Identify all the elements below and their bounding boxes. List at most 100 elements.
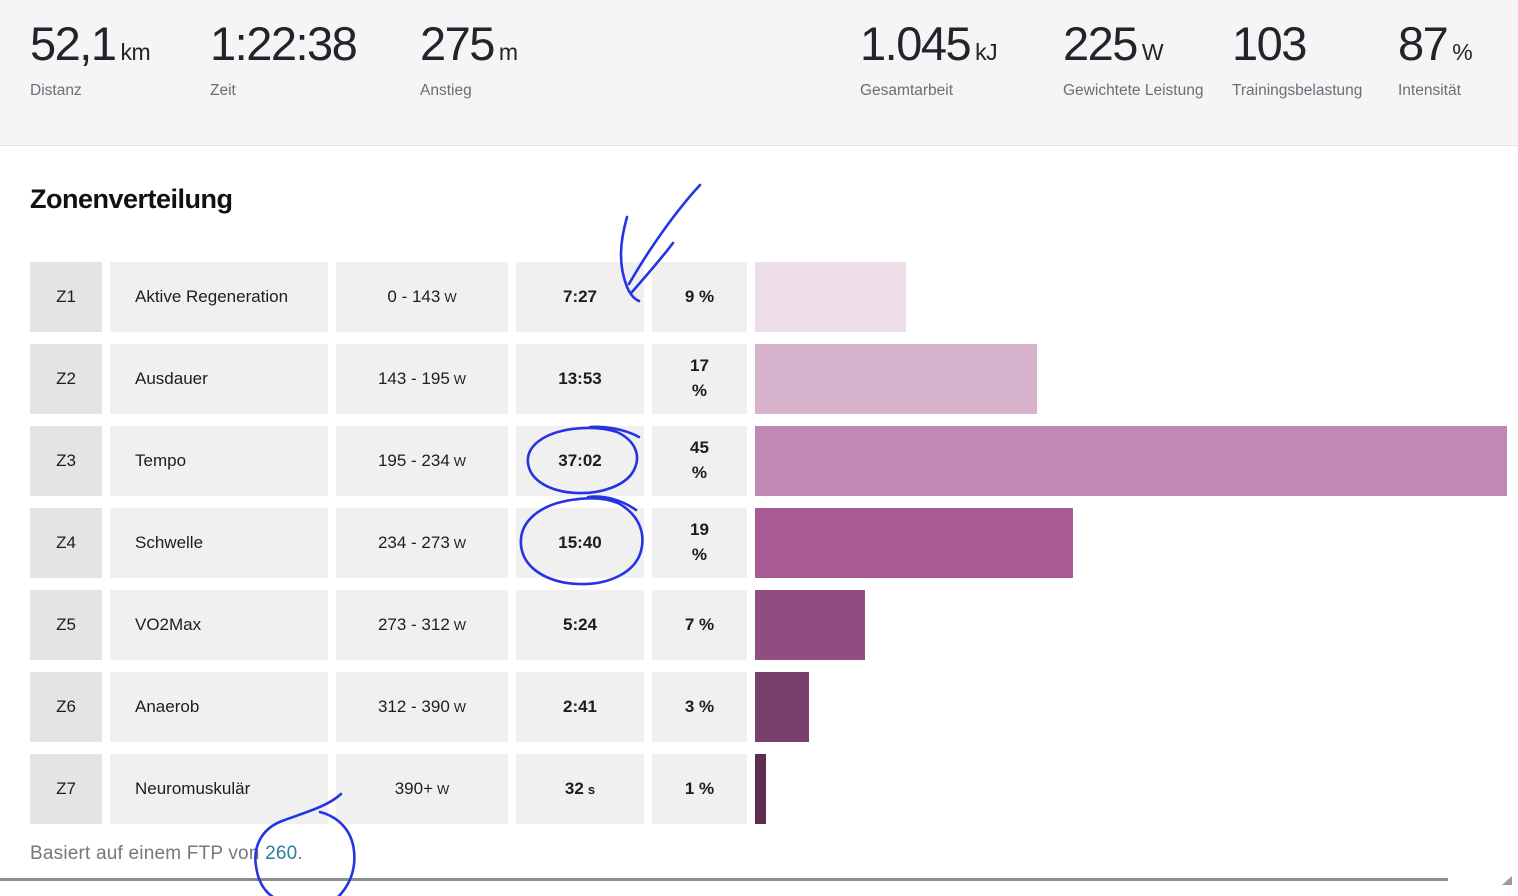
- zone-percent-value: 1 %: [684, 778, 715, 798]
- zone-range-value: 234 - 273: [377, 533, 450, 552]
- zone-time-cell: 15:40: [516, 508, 644, 578]
- ftp-note-text: Basiert auf einem FTP von: [30, 843, 266, 864]
- zone-name-cell: VO2Max: [110, 590, 328, 660]
- stat-elevation: 275 m Anstieg: [420, 20, 518, 102]
- zone-time-value: 5:24: [562, 615, 598, 634]
- zone-percent-cell: 3 %: [652, 672, 747, 742]
- zone-bar: [755, 262, 906, 332]
- zone-range-unit: W: [453, 535, 467, 551]
- zone-id-label: Z7: [56, 779, 76, 798]
- zone-time-cell: 2:41: [516, 672, 644, 742]
- zone-name-cell: Tempo: [110, 426, 328, 496]
- zone-time-cell: 7:27: [516, 262, 644, 332]
- zone-row: Z7 Neuromuskulär 390+ W 32 s 1 %: [0, 754, 1518, 824]
- zone-bar: [755, 672, 809, 742]
- zone-range-unit: W: [444, 289, 457, 305]
- zone-percent-cell: 17 %: [652, 344, 747, 414]
- zone-time-unit: s: [587, 781, 596, 797]
- zone-percent-cell: 9 %: [652, 262, 747, 332]
- zone-name-label: Tempo: [135, 451, 187, 471]
- elevation-value: 275: [420, 17, 495, 70]
- zone-bar: [755, 426, 1507, 496]
- zone-name-label: Ausdauer: [135, 369, 208, 389]
- zone-range-unit: W: [453, 371, 467, 387]
- zone-time-cell: 13:53: [516, 344, 644, 414]
- zone-name-cell: Schwelle: [110, 508, 328, 578]
- zone-range-cell: 273 - 312 W: [336, 590, 508, 660]
- zone-id-label: Z5: [56, 615, 76, 634]
- zone-range-value: 0 - 143: [387, 287, 441, 306]
- time-label: Zeit: [210, 82, 236, 99]
- zone-time-cell: 32 s: [516, 754, 644, 824]
- zone-time-value: 37:02: [558, 451, 602, 470]
- zone-row: Z3 Tempo 195 - 234 W 37:02 45 %: [0, 426, 1518, 496]
- elevation-unit: m: [498, 39, 518, 65]
- total-work-unit: kJ: [975, 39, 998, 65]
- zone-name-label: Aktive Regeneration: [135, 287, 289, 307]
- stat-intensity: 87 % Intensität: [1398, 17, 1473, 102]
- summary-stats-band: 52,1 km Distanz 1:22:38 Zeit 275 m Ansti…: [0, 0, 1518, 146]
- zone-percent-value: 19 %: [690, 520, 709, 564]
- training-load-label: Trainingsbelastung: [1232, 82, 1363, 99]
- zone-time-cell: 37:02: [516, 426, 644, 496]
- weighted-power-unit: W: [1141, 39, 1164, 65]
- zone-id-label: Z4: [56, 533, 76, 552]
- zone-bar: [755, 590, 865, 660]
- stat-time: 1:22:38 Zeit: [210, 17, 358, 102]
- zone-bar: [755, 344, 1037, 414]
- stat-training-load: 103 Trainingsbelastung: [1232, 20, 1362, 102]
- zone-row: Z1 Aktive Regeneration 0 - 143 W 7:27 9 …: [0, 262, 1518, 332]
- zone-id-cell: Z7: [30, 754, 102, 824]
- zone-name-label: Neuromuskulär: [135, 779, 251, 799]
- zone-row: Z5 VO2Max 273 - 312 W 5:24 7 %: [0, 590, 1518, 660]
- zone-name-label: VO2Max: [135, 615, 202, 635]
- zone-time-value: 2:41: [562, 697, 598, 716]
- stat-total-work: 1.045 kJ Gesamtarbeit: [860, 17, 998, 102]
- zone-percent-value: 3 %: [684, 696, 715, 716]
- zone-time-value: 7:27: [562, 287, 598, 306]
- intensity-value: 87: [1398, 17, 1449, 70]
- zone-percent-cell: 45 %: [652, 426, 747, 496]
- zone-bar: [755, 508, 1073, 578]
- zone-id-cell: Z4: [30, 508, 102, 578]
- zone-range-cell: 234 - 273 W: [336, 508, 508, 578]
- zone-percent-cell: 7 %: [652, 590, 747, 660]
- intensity-label: Intensität: [1398, 82, 1461, 99]
- bottom-divider-line: [0, 878, 1448, 881]
- zone-percent-value: 17 %: [690, 356, 709, 400]
- zone-time-value: 15:40: [558, 533, 602, 552]
- zone-range-cell: 312 - 390 W: [336, 672, 508, 742]
- zone-row: Z6 Anaerob 312 - 390 W 2:41 3 %: [0, 672, 1518, 742]
- distance-unit: km: [120, 39, 151, 65]
- time-value: 1:22:38: [210, 17, 358, 70]
- zone-id-cell: Z6: [30, 672, 102, 742]
- zone-percent-cell: 19 %: [652, 508, 747, 578]
- zone-id-cell: Z5: [30, 590, 102, 660]
- total-work-value: 1.045: [860, 17, 972, 70]
- zone-range-unit: W: [453, 617, 467, 633]
- zone-percent-value: 7 %: [684, 614, 715, 634]
- zone-name-cell: Neuromuskulär: [110, 754, 328, 824]
- zone-id-label: Z3: [56, 451, 76, 470]
- zone-name-cell: Anaerob: [110, 672, 328, 742]
- zone-range-cell: 390+ W: [336, 754, 508, 824]
- zone-name-label: Schwelle: [135, 533, 204, 553]
- zone-id-cell: Z2: [30, 344, 102, 414]
- zone-time-value: 32: [564, 779, 584, 798]
- zone-range-value: 390+: [394, 779, 433, 798]
- ftp-value-link[interactable]: 260: [265, 843, 298, 864]
- weighted-power-value: 225: [1063, 17, 1138, 70]
- zone-name-cell: Aktive Regeneration: [110, 262, 328, 332]
- bottom-corner-mark: [1502, 876, 1512, 885]
- distance-value: 52,1: [30, 17, 117, 70]
- zone-row: Z4 Schwelle 234 - 273 W 15:40 19 %: [0, 508, 1518, 578]
- stat-distance: 52,1 km Distanz: [30, 17, 151, 102]
- zone-bar: [755, 754, 766, 824]
- zone-range-value: 195 - 234: [377, 451, 450, 470]
- zone-range-unit: W: [453, 453, 467, 469]
- zone-row: Z2 Ausdauer 143 - 195 W 13:53 17 %: [0, 344, 1518, 414]
- zone-name-cell: Ausdauer: [110, 344, 328, 414]
- zone-percent-value: 9 %: [684, 286, 715, 306]
- ftp-note: Basiert auf einem FTP von 260.: [30, 843, 303, 865]
- zone-range-cell: 0 - 143 W: [336, 262, 508, 332]
